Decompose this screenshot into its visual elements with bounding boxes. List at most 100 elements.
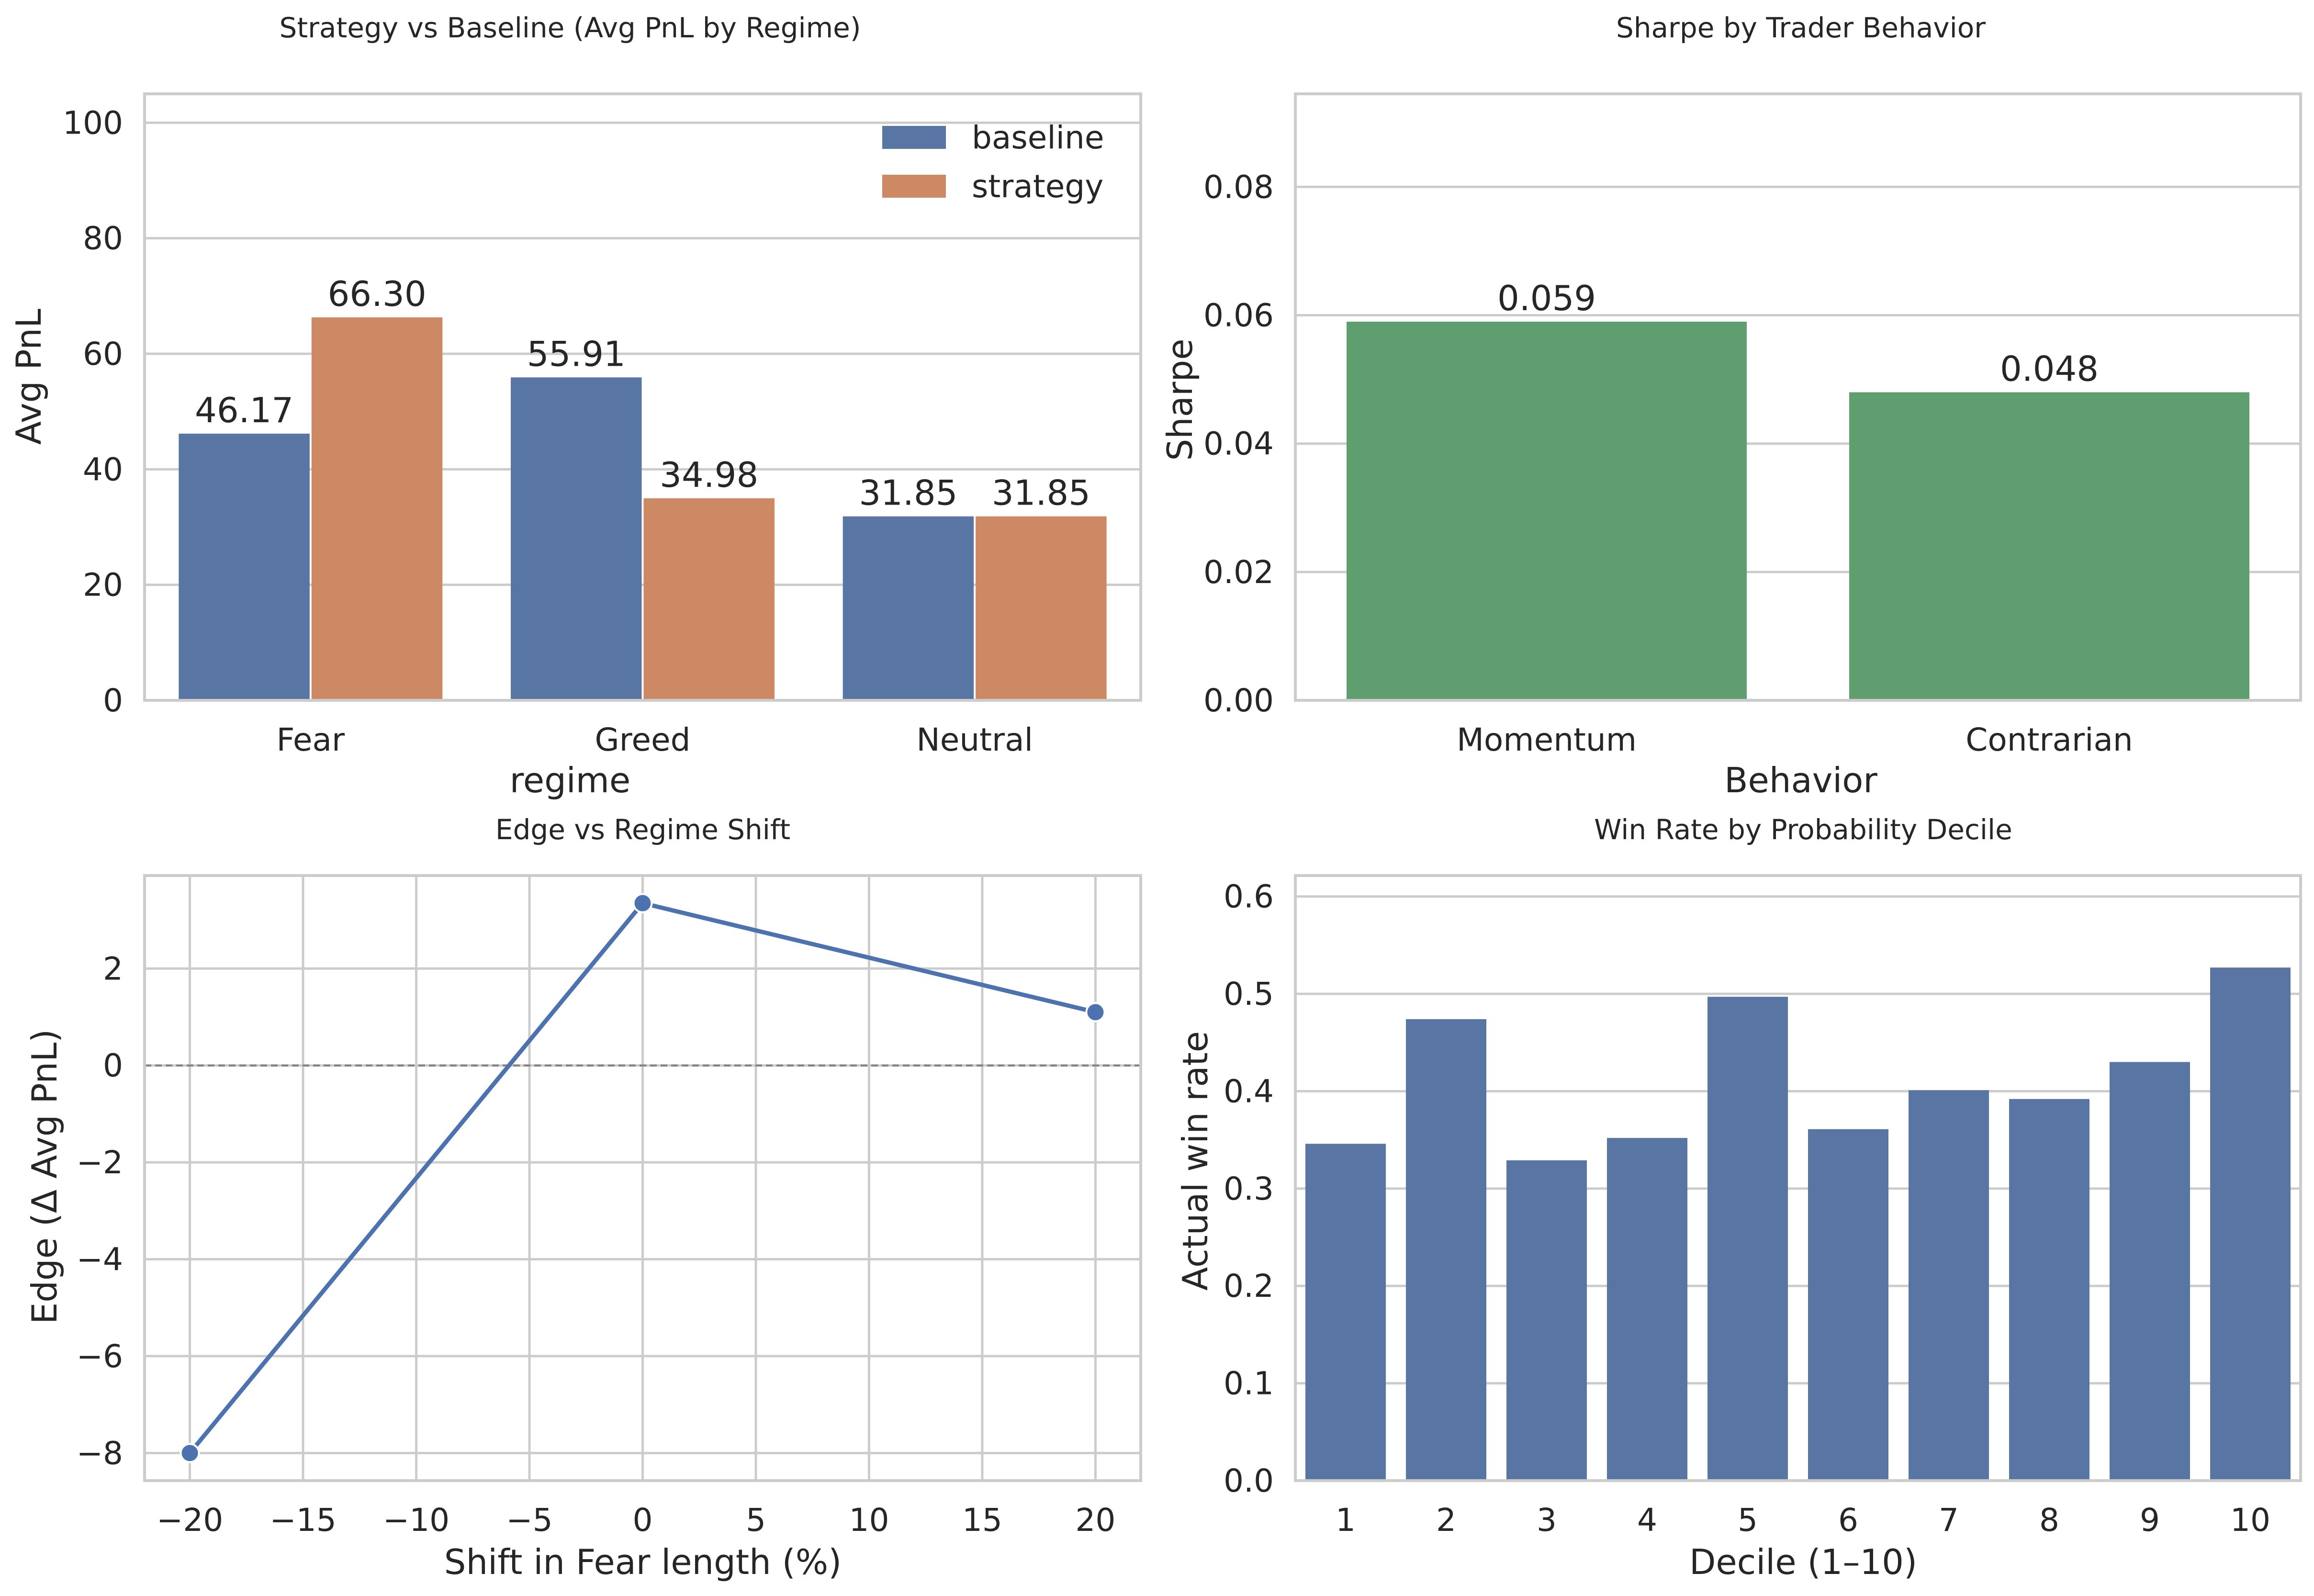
- p2-axes-frame: [1294, 92, 2302, 702]
- bar-baseline-fear: [179, 433, 310, 700]
- bar-decile-8: [2009, 1099, 2089, 1481]
- p4-ytick-label: 0.4: [1224, 1073, 1274, 1110]
- bar-decile-7: [1909, 1090, 1989, 1481]
- p2-ytick-label: 0.02: [1203, 554, 1274, 591]
- bar-baseline-neutral: [842, 516, 974, 700]
- p1-title: Strategy vs Baseline (Avg PnL by Regime): [280, 11, 861, 44]
- p2-ytick-label: 0.00: [1203, 682, 1274, 719]
- p4-xtick-label: 9: [2140, 1502, 2160, 1539]
- p3-gridlines: [145, 876, 1141, 1481]
- p1-ytick-label: 0: [103, 682, 123, 719]
- data-label-baseline-neutral: 31.85: [859, 473, 957, 513]
- legend-swatch-strategy: [882, 175, 946, 198]
- p2-ytick-label: 0.06: [1203, 297, 1274, 334]
- p4-y-axis-label: Actual win rate: [1175, 1031, 1215, 1291]
- panel-win-rate-by-decile: 0.0 0.1 0.2 0.3 0.4 0.5 0.6 1 2 3 4 5 6 7 8 9 10 Win Rat…: [1175, 813, 2302, 1582]
- p1-legend: baseline strategy: [882, 119, 1104, 205]
- p3-tick-labels: −8−6−4−202−20 −15 −10 −5 0 5 10 15 20: [77, 950, 1116, 1539]
- panel-edge-vs-regime-shift: −8−6−4−202−20 −15 −10 −5 0 5 10 15 20 Edge vs Re…: [24, 813, 1142, 1582]
- p3-y-axis-label: Edge (Δ Avg PnL): [24, 1029, 65, 1325]
- p1-axes-frame: [143, 92, 1142, 702]
- p3-edge-line: [180, 893, 1106, 1463]
- bar-decile-5: [1707, 997, 1788, 1481]
- p4-ytick-label: 0.1: [1224, 1365, 1274, 1402]
- p4-xtick-label: 1: [1336, 1502, 1356, 1539]
- bar-strategy-greed: [643, 498, 775, 700]
- p1-x-axis-label: regime: [510, 760, 630, 800]
- p2-x-axis-label: Behavior: [1724, 760, 1877, 800]
- p2-data-labels: 0.059 0.048: [1497, 278, 2099, 389]
- bar-decile-10: [2210, 967, 2291, 1481]
- p3-xtick-label: −15: [270, 1502, 336, 1539]
- bar-decile-1: [1305, 1144, 1386, 1481]
- p4-xtick-label: 5: [1738, 1502, 1758, 1539]
- p4-xtick-label: 2: [1436, 1502, 1456, 1539]
- p4-bars: [1305, 967, 2291, 1481]
- p3-xtick-label: −10: [383, 1502, 449, 1539]
- p4-x-axis-label: Decile (1–10): [1689, 1542, 1917, 1582]
- data-label-contrarian: 0.048: [2000, 348, 2099, 389]
- p4-xtick-label: 10: [2230, 1502, 2270, 1539]
- p4-ytick-label: 0.5: [1224, 976, 1274, 1012]
- bar-decile-3: [1506, 1160, 1587, 1481]
- p4-ytick-label: 0.0: [1224, 1462, 1274, 1499]
- bar-strategy-neutral: [976, 516, 1107, 700]
- p3-ytick-label: −8: [77, 1435, 123, 1472]
- data-label-baseline-fear: 46.17: [195, 390, 293, 430]
- p2-xtick-label: Momentum: [1457, 721, 1637, 758]
- p1-ytick-label: 60: [83, 336, 123, 372]
- p3-xtick-label: 10: [849, 1502, 889, 1539]
- p2-frame: [1294, 92, 2302, 702]
- panel-sharpe-by-behavior: 0.00 0.02 0.04 0.06 0.08 Momentum Contrarian 0…: [1160, 11, 2302, 800]
- p4-title: Win Rate by Probability Decile: [1594, 813, 2012, 846]
- p2-ytick-label: 0.04: [1203, 426, 1274, 462]
- p4-frame: [1294, 874, 2302, 1482]
- legend-label-strategy: strategy: [972, 168, 1103, 205]
- edge-point: [632, 893, 653, 913]
- p4-ytick-label: 0.6: [1224, 878, 1274, 915]
- legend-swatch-baseline: [882, 126, 946, 149]
- bar-momentum: [1347, 321, 1747, 700]
- bar-decile-4: [1607, 1138, 1687, 1481]
- p3-axes-frame: [143, 874, 1142, 1482]
- p3-xtick-label: 5: [746, 1502, 766, 1539]
- data-label-strategy-neutral: 31.85: [992, 473, 1090, 513]
- p1-xtick-label: Neutral: [916, 721, 1033, 758]
- data-label-baseline-greed: 55.91: [527, 334, 626, 374]
- p4-xtick-label: 3: [1537, 1502, 1557, 1539]
- panel-strategy-vs-baseline: 0 20 40 60 80 100 Fear Greed Neutral 46.17 66.30 5…: [9, 11, 1142, 800]
- bar-decile-2: [1406, 1019, 1486, 1481]
- bar-strategy-fear: [311, 317, 443, 700]
- data-label-strategy-greed: 34.98: [660, 455, 758, 495]
- p2-tick-labels: 0.00 0.02 0.04 0.06 0.08 Momentum Contrarian: [1203, 169, 2133, 758]
- p3-frame: [143, 874, 1142, 1482]
- p1-bars: [179, 317, 1107, 700]
- p3-x-axis-label: Shift in Fear length (%): [444, 1542, 842, 1582]
- p1-tick-labels: 0 20 40 60 80 100 Fear Greed Neutral: [63, 104, 1033, 758]
- data-label-momentum: 0.059: [1497, 278, 1596, 318]
- p4-xtick-label: 8: [2039, 1502, 2059, 1539]
- p4-xtick-label: 6: [1838, 1502, 1858, 1539]
- p1-ytick-label: 20: [83, 567, 123, 604]
- p2-title: Sharpe by Trader Behavior: [1616, 11, 1986, 44]
- p4-xtick-label: 7: [1939, 1502, 1959, 1539]
- bar-decile-6: [1808, 1129, 1888, 1481]
- p3-xtick-label: 20: [1075, 1502, 1115, 1539]
- p4-tick-labels: 0.0 0.1 0.2 0.3 0.4 0.5 0.6 1 2 3 4 5 6 7 8 9 10: [1224, 878, 2270, 1539]
- p1-ytick-label: 100: [63, 104, 123, 141]
- p3-xtick-label: 15: [962, 1502, 1002, 1539]
- p3-ytick-label: −2: [77, 1144, 123, 1181]
- p3-ytick-label: −4: [77, 1241, 123, 1278]
- p4-xtick-label: 4: [1637, 1502, 1657, 1539]
- legend-label-baseline: baseline: [972, 119, 1104, 156]
- p4-ytick-label: 0.3: [1224, 1170, 1274, 1207]
- p1-frame: [143, 92, 1142, 702]
- p1-data-labels: 46.17 66.30 55.91 34.98 31.85 31.85: [195, 274, 1090, 513]
- p3-ytick-label: 2: [103, 950, 123, 987]
- edge-point: [1085, 1002, 1106, 1023]
- p1-xtick-label: Fear: [277, 721, 345, 758]
- p2-ytick-label: 0.08: [1203, 169, 1274, 205]
- bar-contrarian: [1849, 392, 2249, 700]
- p3-title: Edge vs Regime Shift: [495, 813, 790, 846]
